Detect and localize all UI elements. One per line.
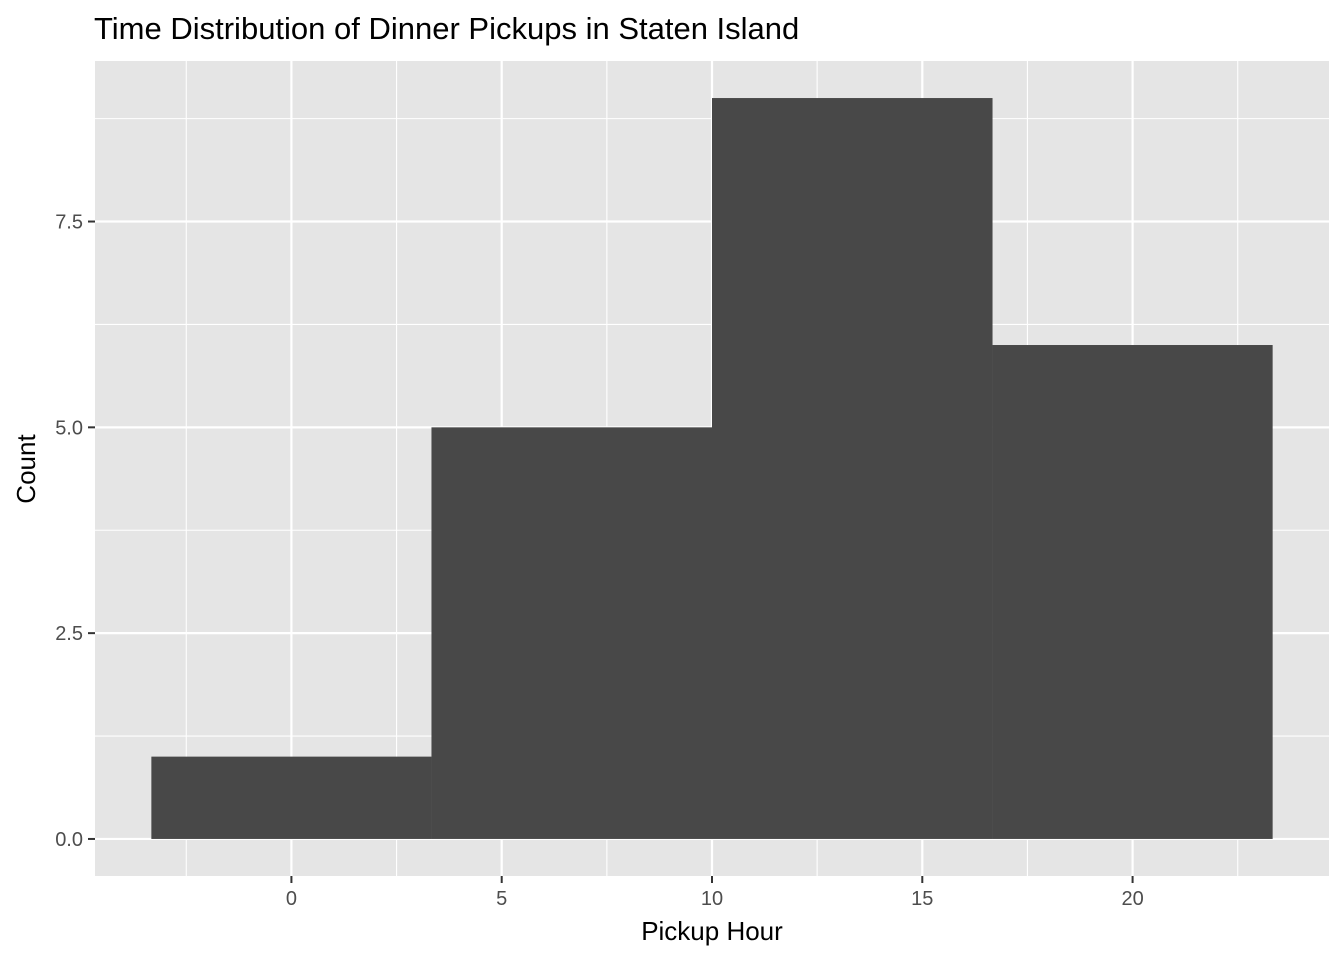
x-tick-label: 10 — [701, 888, 723, 910]
x-tick-label: 5 — [496, 888, 507, 910]
histogram-bars — [151, 98, 1273, 839]
histogram-bar — [712, 98, 993, 839]
y-axis-ticks: 0.0 2.5 5.0 7.5 — [55, 212, 95, 851]
histogram-bar — [431, 427, 712, 839]
y-tick-label: 7.5 — [55, 212, 83, 234]
x-axis-ticks: 0 5 10 15 20 — [286, 876, 1144, 910]
y-axis-title: Count — [11, 434, 41, 504]
y-tick-label: 2.5 — [55, 623, 83, 645]
x-axis-title: Pickup Hour — [641, 916, 783, 946]
x-tick-label: 15 — [911, 888, 933, 910]
y-tick-label: 5.0 — [55, 417, 83, 439]
chart-title: Time Distribution of Dinner Pickups in S… — [94, 11, 799, 46]
histogram-bar — [992, 345, 1273, 839]
x-tick-label: 0 — [286, 888, 297, 910]
histogram-bar — [151, 756, 432, 839]
y-tick-label: 0.0 — [55, 829, 83, 851]
x-tick-label: 20 — [1121, 888, 1143, 910]
